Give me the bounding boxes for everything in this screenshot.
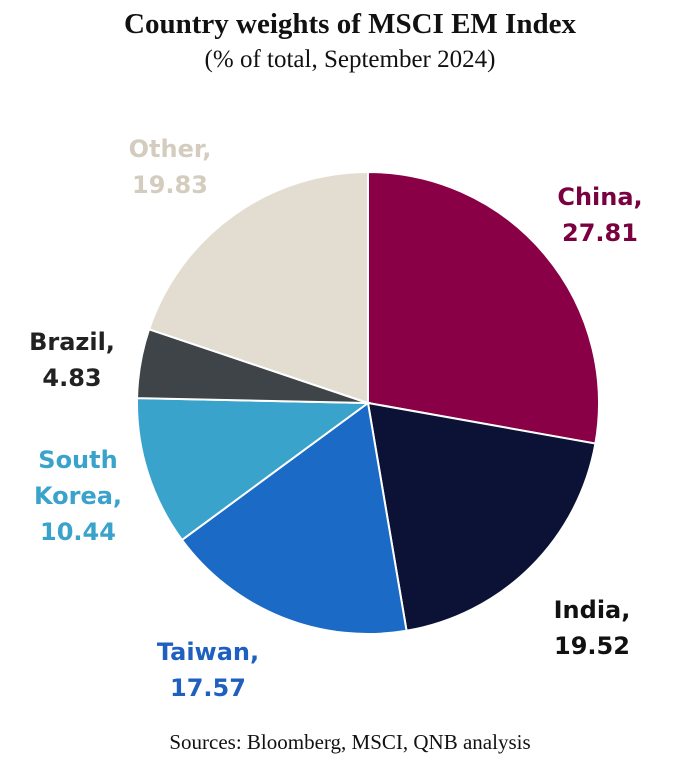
slice-label-brazil: Brazil, 4.83 [29, 328, 115, 392]
chart-subtitle: (% of total, September 2024) [204, 46, 496, 73]
slice-label-taiwan: Taiwan, 17.57 [157, 638, 259, 702]
slice-name-label: Brazil, [29, 328, 115, 356]
slice-value-label: 27.81 [562, 219, 638, 247]
slice-name-label: Taiwan, [157, 638, 259, 666]
slice-name-label: South [38, 446, 117, 474]
chart-source: Sources: Bloomberg, MSCI, QNB analysis [169, 730, 531, 754]
slice-value-label: 4.83 [42, 364, 101, 392]
pie-slice-other [147, 170, 369, 405]
slice-value-label: 10.44 [40, 518, 116, 546]
slice-name-label: Korea, [34, 482, 122, 510]
pie-slice-china [367, 170, 600, 445]
slice-label-south-korea: South Korea, 10.44 [34, 446, 122, 546]
slice-name-label: Other, [129, 135, 212, 163]
pie-slice-taiwan [180, 401, 408, 635]
pie-labels: China, 27.81 India, 19.52 Taiwan, 17.57 South K… [29, 135, 643, 702]
pie-slice-south-korea [136, 397, 371, 542]
slice-name-label: China, [557, 183, 642, 211]
pie-slices [136, 170, 600, 635]
chart-title: Country weights of MSCI EM Index [124, 8, 576, 40]
slice-label-china: China, 27.81 [557, 183, 642, 247]
slice-label-other: Other, 19.83 [129, 135, 212, 199]
slice-value-label: 19.83 [132, 171, 208, 199]
slice-value-label: 17.57 [170, 674, 246, 702]
slice-name-label: India, [554, 596, 631, 624]
pie-slice-india [366, 401, 597, 632]
slice-value-label: 19.52 [554, 632, 630, 660]
slice-label-india: India, 19.52 [554, 596, 631, 660]
